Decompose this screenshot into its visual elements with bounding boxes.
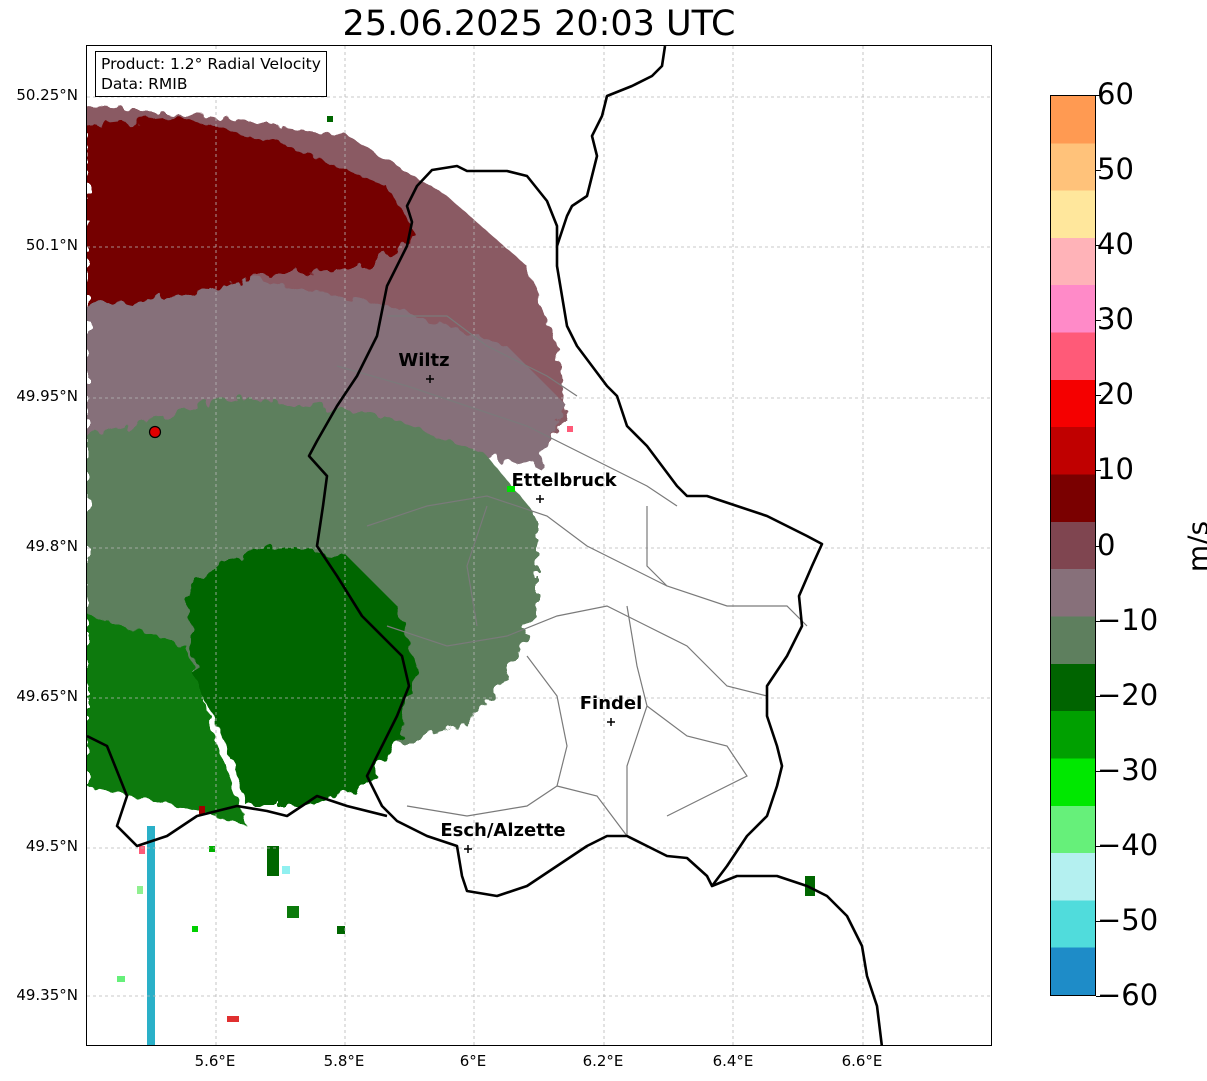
lu-border <box>307 164 824 898</box>
city-label-wiltz: Wiltz <box>398 350 450 371</box>
colorbar-tick-label: 30 <box>1097 302 1134 337</box>
colorbar-tick-label: 60 <box>1097 77 1134 111</box>
colorbar-tick-mark <box>1096 996 1101 997</box>
x-tick-label: 6.6°E <box>841 1052 883 1070</box>
echo-speckles <box>117 116 815 1045</box>
colorbar-tick-label: 50 <box>1097 152 1134 187</box>
y-tick-label: 50.1°N <box>25 236 78 254</box>
city-label-findel: Findel <box>579 693 643 714</box>
data-source-label: Data: RMIB <box>101 75 188 93</box>
colorbar-tick-mark <box>1096 845 1101 847</box>
esch-marker <box>464 845 472 853</box>
colorbar-tick-label: −10 <box>1097 602 1159 637</box>
findel-marker <box>607 718 615 726</box>
wiltz-marker <box>426 375 434 383</box>
fr-de-border <box>711 874 884 1045</box>
product-info-box: Product: 1.2° Radial Velocity Data: RMIB <box>95 51 327 97</box>
colorbar-tick-label: −60 <box>1097 978 1159 1012</box>
y-tick-label: 50.25°N <box>16 86 78 104</box>
colorbar-tick-mark <box>1096 95 1101 96</box>
colorbar-tick-mark <box>1096 920 1101 922</box>
colorbar-tick-label: 0 <box>1097 527 1116 562</box>
x-tick-label: 5.8°E <box>323 1052 365 1070</box>
colorbar-tick-mark <box>1096 545 1101 547</box>
colorbar-tick-label: 10 <box>1097 452 1134 487</box>
x-tick-label: 5.6°E <box>194 1052 236 1070</box>
ettelbruck-marker <box>536 495 544 503</box>
colorbar-tick-mark <box>1096 320 1101 322</box>
radar-map-canvas <box>87 46 991 1045</box>
y-tick-label: 49.8°N <box>25 537 78 555</box>
colorbar-tick-mark <box>1096 245 1101 247</box>
city-markers <box>426 375 615 853</box>
colorbar-tick-mark <box>1096 170 1101 172</box>
x-tick-label: 6.2°E <box>582 1052 624 1070</box>
y-tick-label: 49.5°N <box>25 837 78 855</box>
radar-site-marker <box>148 425 162 439</box>
district-boundaries <box>336 315 808 837</box>
x-tick-label: 6°E <box>459 1052 487 1070</box>
city-label-esch: Esch/Alzette <box>440 820 566 841</box>
colorbar-tick-label: −20 <box>1097 677 1159 712</box>
colorbar-tick-label: −40 <box>1097 827 1159 862</box>
x-tick-label: 6.4°E <box>712 1052 754 1070</box>
colorbar-tick-mark <box>1096 470 1101 472</box>
y-tick-label: 49.65°N <box>16 687 78 705</box>
y-tick-label: 49.35°N <box>16 986 78 1004</box>
colorbar-tick-mark <box>1096 395 1101 397</box>
colorbar-unit-label: m/s <box>1181 520 1207 573</box>
y-tick-label: 49.95°N <box>16 387 78 405</box>
country-borders <box>87 46 884 1045</box>
colorbar-tick-label: −30 <box>1097 752 1159 787</box>
map-title: 25.06.2025 20:03 UTC <box>342 4 736 44</box>
colorbar-tick-mark <box>1096 695 1101 697</box>
colorbar-tick-label: 20 <box>1097 377 1134 412</box>
colorbar-tick-label: −50 <box>1097 902 1159 937</box>
colorbar-tick-label: 40 <box>1097 227 1134 262</box>
velocity-field <box>87 106 567 826</box>
radar-map <box>86 45 992 1046</box>
field-green-fringe <box>87 616 247 826</box>
product-label: Product: 1.2° Radial Velocity <box>101 55 321 73</box>
city-label-ettelbruck: Ettelbruck <box>511 470 617 491</box>
de-border <box>555 46 667 247</box>
colorbar-tick-mark <box>1096 770 1101 772</box>
colorbar <box>1050 95 1096 996</box>
be-fr-border <box>87 734 388 848</box>
colorbar-tick-mark <box>1096 620 1101 622</box>
field-dark-maroon <box>87 116 417 306</box>
